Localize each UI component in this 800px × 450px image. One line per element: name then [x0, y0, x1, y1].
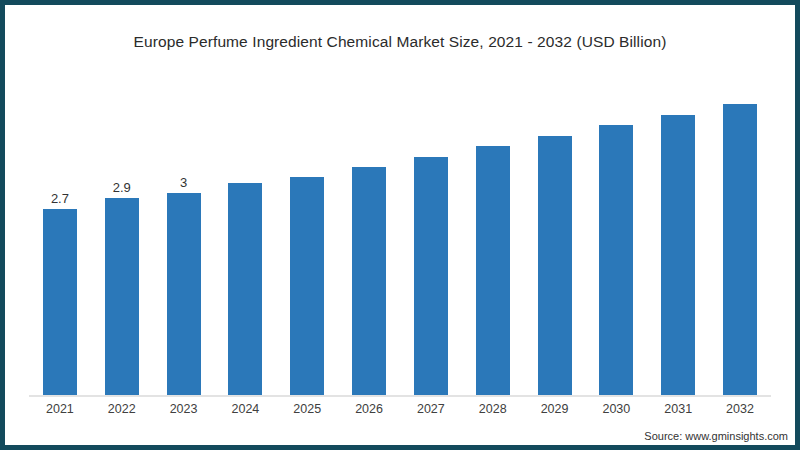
x-tick-label: 2027: [400, 402, 462, 417]
x-tick-label: 2023: [153, 402, 215, 417]
chart-frame: Europe Perfume Ingredient Chemical Marke…: [0, 0, 800, 450]
x-tick-label: 2021: [29, 402, 91, 417]
plot-area: 2.7 2.9 3: [29, 60, 771, 397]
x-tick-label: 2029: [524, 402, 586, 417]
bar-column: [276, 60, 338, 395]
bar-column: [524, 60, 586, 395]
bar: [105, 198, 139, 395]
bar: [661, 115, 695, 395]
bar-value-label: 2.9: [113, 181, 131, 194]
bar-column: [585, 60, 647, 395]
x-tick-label: 2026: [338, 402, 400, 417]
bar-column: [214, 60, 276, 395]
bar-column: [647, 60, 709, 395]
x-axis-tick-row: 2021202220232024202520262027202820292030…: [29, 402, 771, 417]
bar: [352, 167, 386, 395]
bar: [290, 177, 324, 395]
bar: [167, 193, 201, 395]
x-tick-label: 2024: [214, 402, 276, 417]
x-tick-label: 2032: [709, 402, 771, 417]
bar-column: [400, 60, 462, 395]
x-tick-label: 2025: [276, 402, 338, 417]
bar: [723, 104, 757, 395]
bar-column: [338, 60, 400, 395]
x-tick-label: 2031: [647, 402, 709, 417]
source-attribution: Source: www.gminsights.com: [644, 430, 788, 442]
bar: [43, 209, 77, 395]
bar-value-label: 3: [180, 176, 187, 189]
bar: [538, 136, 572, 395]
bar-column: 3: [153, 60, 215, 395]
bar-column: [709, 60, 771, 395]
bar-column: [462, 60, 524, 395]
bar: [228, 183, 262, 395]
bar: [476, 146, 510, 395]
chart-title: Europe Perfume Ingredient Chemical Marke…: [5, 33, 795, 51]
bar-column: 2.9: [91, 60, 153, 395]
bar: [599, 125, 633, 395]
x-tick-label: 2022: [91, 402, 153, 417]
bar-column: 2.7: [29, 60, 91, 395]
bar: [414, 157, 448, 395]
x-tick-label: 2028: [462, 402, 524, 417]
bar-value-label: 2.7: [51, 192, 69, 205]
x-tick-label: 2030: [585, 402, 647, 417]
